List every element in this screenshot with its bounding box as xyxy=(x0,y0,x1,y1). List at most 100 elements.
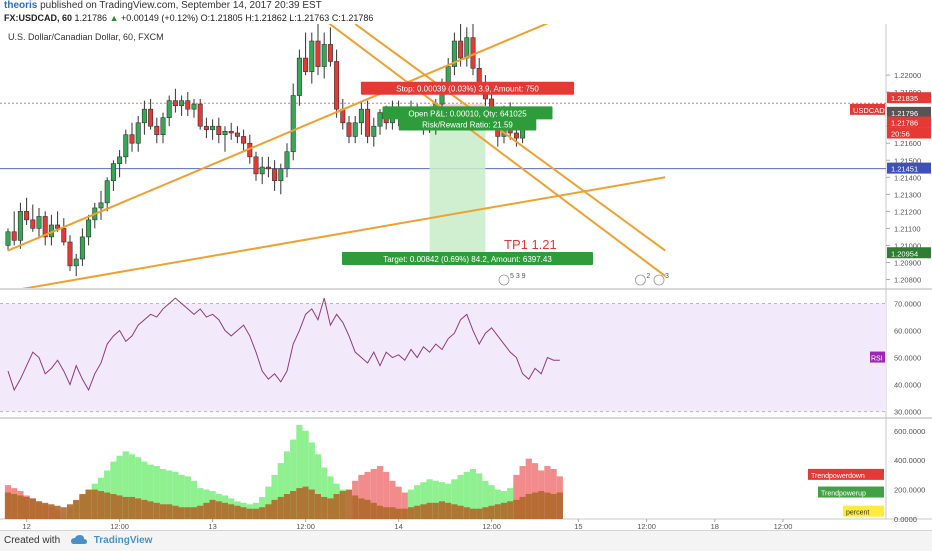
low-label: L: xyxy=(289,13,297,23)
percent-bar xyxy=(308,489,315,519)
trendpowerup-bar xyxy=(166,470,173,519)
percent-bar xyxy=(97,491,105,519)
percent-bar xyxy=(79,494,86,519)
trendpowerup-bar xyxy=(463,471,470,519)
author-link[interactable]: theoris xyxy=(4,0,38,11)
percent-bar xyxy=(451,504,458,519)
percent-bar xyxy=(35,501,43,519)
up-arrow-icon: ▲ xyxy=(109,13,119,23)
trendpowerdown-bar xyxy=(376,466,384,519)
percent-bar xyxy=(370,502,377,519)
candle xyxy=(172,100,178,107)
percent-bar xyxy=(426,502,433,519)
percent-bar xyxy=(376,505,384,519)
price-label-bg xyxy=(887,162,931,174)
percent-bar xyxy=(321,496,328,519)
price-label-bg xyxy=(887,92,931,104)
percent-bar xyxy=(531,492,539,519)
candle xyxy=(377,112,383,127)
legend-bg xyxy=(808,468,884,480)
percent-bar xyxy=(252,508,260,519)
percent-bar xyxy=(463,507,470,519)
symbol-label: FX:USDCAD, 60 xyxy=(4,13,73,23)
candle xyxy=(5,231,11,246)
candle xyxy=(73,258,79,267)
percent-bar xyxy=(525,494,532,519)
ohlc-bar: FX:USDCAD, 60 1.21786 ▲ +0.00149 (+0.12%… xyxy=(4,12,373,24)
y-tick-label: 1.21500 xyxy=(894,156,921,165)
candle xyxy=(327,44,333,62)
percent-bar xyxy=(54,505,61,519)
trendpowerdown-bar xyxy=(358,474,365,519)
percent-bar xyxy=(407,507,415,519)
percent-bar xyxy=(358,498,365,519)
chart-background xyxy=(0,24,932,530)
percent-bar xyxy=(172,505,179,519)
candle xyxy=(265,166,271,170)
candle xyxy=(117,156,123,164)
trendpowerup-bar xyxy=(327,476,334,519)
trendpowerup-bar xyxy=(420,482,427,519)
x-tick-label: 13 xyxy=(208,522,216,530)
percent-bar xyxy=(128,496,136,519)
percent-bar xyxy=(383,507,390,519)
percent-bar xyxy=(476,508,483,519)
chart-title: U.S. Dollar/Canadian Dollar, 60, FXCM xyxy=(8,32,164,42)
stop-label: Stop: 0.00039 (0.03%) 3.9, Amount: 750 xyxy=(396,85,539,94)
trendpowerup-bar xyxy=(308,442,315,519)
candle xyxy=(334,61,340,110)
percent-bar xyxy=(457,505,464,519)
candle xyxy=(321,44,327,67)
tradingview-cloud-icon xyxy=(70,535,87,545)
trendpowerup-bar xyxy=(296,424,303,519)
percent-bar xyxy=(277,496,284,519)
x-tick-label: 12:00 xyxy=(637,522,656,530)
percent-bar xyxy=(116,495,123,519)
trendpowerup-bar xyxy=(488,485,495,519)
percent-bar xyxy=(11,494,18,519)
rsi-tick-label: 50.0000 xyxy=(894,354,921,363)
open-pnl-label: Open P&L: 0.00010, Qty: 641025 xyxy=(408,109,527,118)
candle xyxy=(135,122,141,144)
y-tick-label: 1.20800 xyxy=(894,275,921,284)
event-marker-label: 2 xyxy=(646,273,650,280)
percent-bar xyxy=(66,504,74,519)
percent-bar xyxy=(414,505,421,519)
chart-canvas[interactable]: U.S. Dollar/Canadian Dollar, 60, FXCM Sto… xyxy=(0,24,932,530)
price-label: 1.21796 xyxy=(891,109,918,118)
close-label: C: xyxy=(331,13,341,23)
trendpowerup-bar xyxy=(147,464,154,519)
percent-bar xyxy=(42,502,49,519)
percent-bar xyxy=(246,508,253,519)
percent-bar xyxy=(141,499,148,519)
candle xyxy=(24,211,30,221)
candle xyxy=(67,241,73,267)
percent-bar xyxy=(519,496,526,519)
symbol-badge: USDCAD xyxy=(853,106,885,115)
candle xyxy=(352,122,358,137)
trendpowerup-bar xyxy=(122,451,129,519)
tradingview-link[interactable]: TradingView xyxy=(93,535,153,546)
percent-bar xyxy=(73,499,80,519)
candle xyxy=(36,216,42,229)
x-tick-label: 12:00 xyxy=(110,522,129,530)
x-tick-label: 14 xyxy=(394,522,402,530)
price-label-bg xyxy=(887,106,931,118)
percent-bar xyxy=(302,486,309,519)
trendpowerup-bar xyxy=(438,482,446,519)
candle xyxy=(154,125,160,136)
candle xyxy=(148,108,154,127)
candle xyxy=(234,132,240,137)
candle xyxy=(296,57,302,96)
trendpowerup-bar xyxy=(290,439,297,519)
trendpowerup-bar xyxy=(451,479,458,519)
percent-bar xyxy=(389,507,396,519)
candle xyxy=(290,95,296,153)
percent-bar xyxy=(91,489,98,519)
percent-bar xyxy=(104,492,111,519)
created-with-label: Created with xyxy=(4,535,61,546)
trendpowerup-bar xyxy=(184,476,191,519)
trend-line xyxy=(21,176,666,288)
trendpowerdown-bar xyxy=(531,463,539,519)
candle xyxy=(222,131,228,136)
